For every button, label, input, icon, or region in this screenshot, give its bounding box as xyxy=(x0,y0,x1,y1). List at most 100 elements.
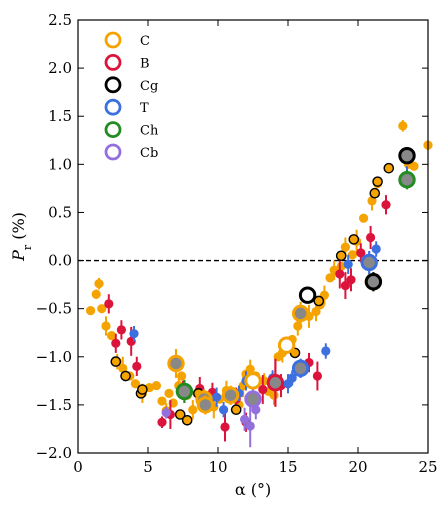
data-point-c xyxy=(157,396,167,406)
data-point-cg xyxy=(313,295,325,307)
data-point-cg xyxy=(110,356,122,367)
data-point-c xyxy=(118,363,128,373)
data-point-c xyxy=(347,250,357,260)
x-tick-label: 20 xyxy=(348,458,367,476)
y-tick-label: 0.5 xyxy=(48,203,72,221)
y-tick-label: 1.5 xyxy=(48,107,72,125)
data-point-b xyxy=(346,275,356,285)
y-label-symbol: P xyxy=(9,250,28,262)
y-tick-label: 2.5 xyxy=(48,11,72,29)
data-point-b xyxy=(312,371,322,381)
data-point-b xyxy=(116,325,126,335)
data-point-cg xyxy=(137,384,148,395)
data-point-c xyxy=(86,305,96,316)
highlight-point-ch xyxy=(398,171,416,189)
highlight-point-cg xyxy=(298,286,317,304)
data-point-c xyxy=(359,213,369,223)
data-point-c xyxy=(245,364,255,374)
data-point-b xyxy=(111,338,121,348)
highlight-point-cb xyxy=(244,390,262,408)
data-point-t xyxy=(219,405,229,415)
highlight-point-c xyxy=(196,396,215,414)
data-point-c xyxy=(269,390,279,400)
legend-label-cb: Cb xyxy=(140,146,158,161)
highlight-point-b xyxy=(266,374,285,392)
y-tick-label: −0.5 xyxy=(36,300,72,318)
legend-label-b: B xyxy=(140,56,150,71)
data-point-c xyxy=(398,121,408,131)
data-point-c xyxy=(101,321,111,331)
highlight-point-cg xyxy=(364,273,383,291)
data-point-b xyxy=(366,232,376,243)
x-axis-label: α (°) xyxy=(235,480,271,499)
legend-marker-cg xyxy=(104,76,122,94)
legend-marker-cb xyxy=(104,143,122,161)
highlight-point-cg xyxy=(398,146,416,165)
data-point-t xyxy=(212,392,222,402)
y-tick-label: −2.0 xyxy=(36,444,72,462)
legend-label-ch: Ch xyxy=(140,124,159,139)
data-point-c xyxy=(177,371,187,381)
legend-marker-ch xyxy=(104,121,122,139)
y-tick-label: 1.0 xyxy=(48,155,72,173)
x-tick-label: 10 xyxy=(208,458,227,476)
data-point-c xyxy=(325,273,335,283)
y-tick-label: −1.0 xyxy=(36,348,72,366)
data-point-b xyxy=(258,384,268,395)
x-tick-label: 25 xyxy=(418,458,437,476)
y-axis-label: Pr (%) xyxy=(9,212,34,262)
axes: 0 5 10 15 20 25 −2.0 −1.5 −1.0 −0.5 0.0 0.5 1.0 1.5 2.… xyxy=(36,11,438,476)
y-label-unit: (%) xyxy=(9,212,28,245)
highlight-point-ch xyxy=(175,382,194,401)
data-point-t xyxy=(129,329,139,339)
data-point-c xyxy=(94,279,104,289)
data-point-b xyxy=(157,417,167,427)
data-point-cg xyxy=(181,414,193,426)
data-point-c xyxy=(367,196,377,206)
data-point-b xyxy=(104,299,114,309)
data-point-c xyxy=(107,331,117,341)
data-point-t xyxy=(343,259,353,270)
x-tick-label: 0 xyxy=(73,458,83,476)
highlight-point-c xyxy=(167,354,185,373)
data-point-c xyxy=(311,306,321,317)
data-point-b xyxy=(220,422,230,432)
data-point-c xyxy=(164,388,174,398)
highlight-point-c xyxy=(244,372,262,390)
data-point-cb xyxy=(245,421,255,431)
highlight-point-t xyxy=(360,253,378,272)
data-point-c xyxy=(151,381,161,391)
data-point-cg xyxy=(335,250,347,262)
data-point-c xyxy=(340,242,350,252)
data-point-t xyxy=(321,346,331,356)
data-point-cg xyxy=(120,370,131,382)
data-point-c xyxy=(91,289,101,299)
highlight-point-c xyxy=(221,386,240,404)
data-point-c xyxy=(409,161,419,171)
data-points xyxy=(86,120,433,448)
data-point-t xyxy=(287,373,297,383)
y-tick-label: 0.0 xyxy=(48,252,72,270)
x-tick-label: 15 xyxy=(278,458,297,476)
data-point-cb xyxy=(161,407,171,418)
highlight-point-t xyxy=(291,359,310,378)
data-point-cg xyxy=(383,162,395,174)
y-tick-label: 2.0 xyxy=(48,59,72,77)
data-point-c xyxy=(97,304,107,314)
data-point-cg xyxy=(230,404,242,416)
data-point-cg xyxy=(174,409,186,420)
data-point-cg xyxy=(348,234,360,245)
data-point-b xyxy=(132,361,142,371)
data-point-cg xyxy=(372,176,383,187)
legend-marker-b xyxy=(104,54,122,71)
x-tick-label: 5 xyxy=(143,458,153,476)
highlight-point-c xyxy=(291,304,310,323)
legend: CB Cg T Ch Cb xyxy=(104,31,159,161)
y-tick-label: −1.5 xyxy=(36,396,72,414)
data-point-c xyxy=(130,379,140,389)
plot-frame xyxy=(77,19,429,454)
data-point-cg xyxy=(369,187,381,199)
data-point-b xyxy=(356,248,366,258)
legend-label-t: T xyxy=(140,101,149,116)
